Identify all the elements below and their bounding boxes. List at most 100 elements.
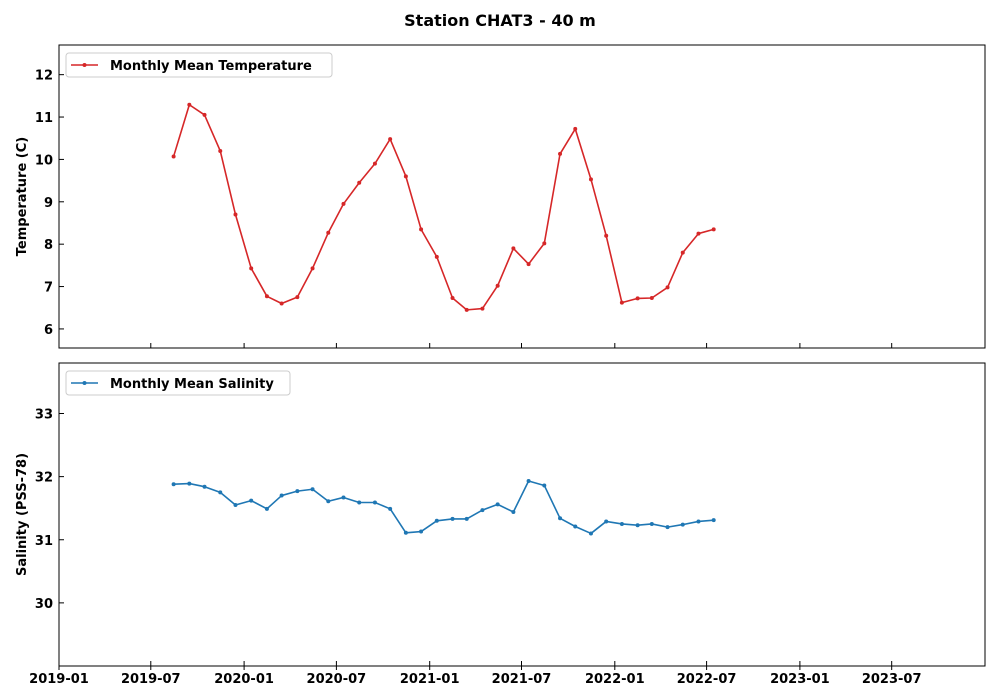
series-line bbox=[172, 103, 714, 311]
data-point bbox=[619, 300, 624, 305]
data-point bbox=[542, 241, 547, 246]
data-point bbox=[588, 531, 593, 536]
data-point bbox=[619, 521, 624, 526]
data-point bbox=[357, 180, 362, 185]
y-tick-label: 9 bbox=[44, 196, 53, 211]
data-point bbox=[419, 227, 424, 232]
y-tick-label: 10 bbox=[35, 153, 53, 168]
data-point bbox=[403, 530, 408, 535]
legend-box bbox=[65, 370, 291, 396]
data-point bbox=[218, 148, 223, 153]
x-tick-label: 2021-07 bbox=[492, 672, 552, 687]
x-tick-label: 2019-01 bbox=[29, 672, 89, 687]
y-tick-label: 32 bbox=[35, 471, 53, 486]
y-axis-label: Salinity (PSS-78) bbox=[15, 453, 30, 576]
y-tick-label: 30 bbox=[35, 597, 53, 612]
data-point bbox=[434, 518, 439, 523]
data-point bbox=[264, 506, 269, 511]
data-point bbox=[665, 525, 670, 530]
legend-marker bbox=[82, 381, 87, 385]
data-point bbox=[233, 212, 238, 217]
data-point bbox=[573, 524, 578, 529]
x-axis: 2019-01 2019-07 2020-01 2020-07 2021-01 2021-… bbox=[29, 666, 922, 687]
data-point bbox=[711, 227, 716, 232]
data-point bbox=[264, 294, 269, 299]
data-point bbox=[372, 161, 377, 166]
data-point bbox=[464, 307, 469, 312]
data-point bbox=[434, 254, 439, 259]
data-point bbox=[295, 489, 300, 494]
y-tick-label: 7 bbox=[44, 281, 53, 296]
y-tick-label: 8 bbox=[44, 238, 53, 253]
plot-frame bbox=[58, 362, 986, 667]
data-point bbox=[680, 250, 685, 255]
data-point bbox=[279, 301, 284, 306]
data-point bbox=[558, 151, 563, 156]
y-tick-label: 12 bbox=[35, 69, 53, 84]
data-point bbox=[649, 521, 654, 526]
data-point bbox=[649, 295, 654, 300]
plot-frame bbox=[58, 44, 986, 349]
temperature-panel: 6 7 8 9 10 11 12 Temperature (C) Monthly Mean Te… bbox=[15, 44, 986, 349]
data-point bbox=[696, 231, 701, 236]
data-point bbox=[419, 529, 424, 534]
data-point bbox=[341, 201, 346, 206]
data-point bbox=[604, 519, 609, 524]
data-point bbox=[526, 479, 531, 484]
data-point bbox=[480, 508, 485, 513]
data-point bbox=[635, 523, 640, 528]
data-point bbox=[604, 233, 609, 238]
series-line bbox=[173, 480, 714, 535]
data-point bbox=[680, 522, 685, 527]
data-point bbox=[711, 518, 716, 523]
data-point bbox=[588, 177, 593, 182]
data-point bbox=[573, 126, 578, 131]
data-point bbox=[696, 519, 701, 524]
data-point bbox=[187, 481, 192, 486]
legend-box bbox=[65, 52, 333, 78]
x-tick-label: 2023-01 bbox=[770, 672, 830, 687]
y-tick-label: 31 bbox=[35, 534, 53, 549]
legend-marker bbox=[82, 63, 87, 67]
x-tick-label: 2023-07 bbox=[862, 672, 922, 687]
y-tick-label: 11 bbox=[35, 111, 53, 126]
data-point bbox=[249, 498, 254, 503]
x-tick-label: 2022-01 bbox=[585, 672, 645, 687]
data-point bbox=[310, 266, 315, 271]
data-point bbox=[326, 230, 331, 235]
data-point bbox=[187, 102, 192, 107]
legend-label: Monthly Mean Salinity bbox=[110, 377, 274, 392]
data-point bbox=[326, 499, 331, 504]
x-tick-label: 2022-07 bbox=[677, 672, 737, 687]
data-point bbox=[388, 137, 393, 142]
data-point bbox=[341, 495, 346, 500]
x-tick-label: 2020-07 bbox=[307, 672, 367, 687]
y-tick-label: 6 bbox=[44, 323, 53, 338]
data-point bbox=[388, 506, 393, 511]
data-point bbox=[511, 246, 516, 251]
data-point bbox=[233, 503, 238, 508]
data-point bbox=[218, 490, 223, 495]
y-tick-label: 33 bbox=[35, 408, 53, 423]
data-point bbox=[249, 266, 254, 271]
salinity-panel: 30 31 32 33 Salinity (PSS-78) Monthly Mean Sa… bbox=[15, 362, 986, 667]
data-point bbox=[450, 295, 455, 300]
data-point bbox=[665, 285, 670, 290]
data-point bbox=[202, 484, 207, 489]
y-axis-label: Temperature (C) bbox=[15, 137, 30, 256]
data-point bbox=[171, 154, 176, 159]
data-point bbox=[495, 283, 500, 288]
data-point bbox=[526, 262, 531, 267]
data-point bbox=[279, 493, 284, 498]
data-point bbox=[357, 500, 362, 505]
data-point bbox=[558, 516, 563, 521]
chart-title: Station CHAT3 - 40 m bbox=[404, 11, 596, 30]
x-tick-label: 2019-07 bbox=[121, 672, 181, 687]
data-point bbox=[464, 516, 469, 521]
x-tick-label: 2020-01 bbox=[214, 672, 274, 687]
data-point bbox=[372, 500, 377, 505]
data-point bbox=[171, 482, 176, 487]
data-point bbox=[542, 483, 547, 488]
data-point bbox=[202, 112, 207, 117]
